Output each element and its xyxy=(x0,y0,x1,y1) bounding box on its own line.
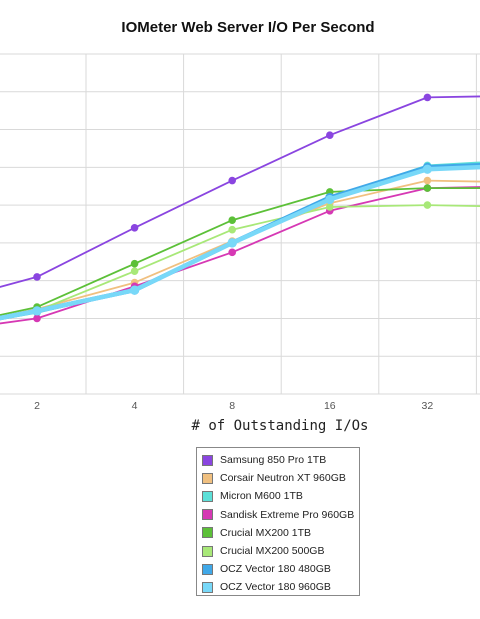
data-point xyxy=(422,164,432,174)
legend-label: Crucial MX200 1TB xyxy=(220,526,312,539)
series xyxy=(0,164,480,321)
legend-item: Micron M600 1TB xyxy=(197,487,359,505)
data-point xyxy=(423,184,432,192)
data-point xyxy=(228,248,236,257)
series-line xyxy=(0,164,480,321)
line-chart: 2 4 8 16 32 xyxy=(0,53,480,410)
legend-swatch xyxy=(202,527,213,539)
series-line xyxy=(0,204,480,319)
x-tick-label: 2 xyxy=(34,400,40,410)
legend-swatch xyxy=(202,545,213,557)
legend-label: Crucial MX200 500GB xyxy=(220,545,325,558)
legend-swatch xyxy=(202,509,213,521)
legend-swatch xyxy=(202,563,213,575)
legend-item: Crucial MX200 1TB xyxy=(197,524,359,542)
legend-item: Sandisk Extreme Pro 960GB xyxy=(197,506,359,524)
x-tick-label: 4 xyxy=(132,400,138,410)
data-point xyxy=(130,267,139,276)
x-tick-labels: 2 4 8 16 32 xyxy=(34,400,433,410)
legend-label: Corsair Neutron XT 960GB xyxy=(220,472,346,485)
x-tick-label: 32 xyxy=(422,400,434,410)
data-point xyxy=(423,176,432,185)
legend-item: Samsung 850 Pro 1TB xyxy=(197,451,359,469)
data-point xyxy=(326,203,334,211)
data-point xyxy=(130,285,140,295)
data-point xyxy=(130,223,139,232)
legend-swatch xyxy=(202,472,213,484)
legend-item: Corsair Neutron XT 960GB xyxy=(197,469,359,487)
data-point xyxy=(228,225,236,234)
series xyxy=(0,184,480,316)
chart-title: IOMeter Web Server I/O Per Second xyxy=(121,19,375,36)
legend-label: Samsung 850 Pro 1TB xyxy=(220,454,327,467)
legend-label: OCZ Vector 180 960GB xyxy=(220,581,331,594)
series-layer xyxy=(0,93,480,325)
x-axis-label: # of Outstanding I/Os xyxy=(191,418,369,434)
x-tick-label: 16 xyxy=(324,400,336,410)
series xyxy=(0,201,480,319)
chart-grid xyxy=(0,53,480,395)
series xyxy=(0,93,480,288)
legend-label: OCZ Vector 180 480GB xyxy=(220,563,331,576)
data-point xyxy=(227,238,237,248)
series-line xyxy=(0,95,480,288)
data-point xyxy=(423,93,432,102)
legend-item: Crucial MX200 500GB xyxy=(197,542,359,560)
legend-label: Sandisk Extreme Pro 960GB xyxy=(220,508,355,521)
chart-legend: Samsung 850 Pro 1TB Corsair Neutron XT 96… xyxy=(196,447,360,596)
data-point xyxy=(33,273,41,281)
data-point xyxy=(326,131,334,140)
legend-swatch xyxy=(202,454,213,466)
data-point xyxy=(228,216,236,225)
series xyxy=(0,176,480,318)
legend-swatch xyxy=(202,581,213,593)
data-point xyxy=(130,259,139,268)
data-point xyxy=(325,194,335,205)
legend-swatch xyxy=(202,490,213,502)
legend-item: OCZ Vector 180 480GB xyxy=(197,560,359,578)
x-tick-label: 8 xyxy=(229,400,235,410)
data-point xyxy=(33,314,41,323)
data-point xyxy=(423,201,432,209)
data-point xyxy=(32,306,42,316)
legend-item: OCZ Vector 180 960GB xyxy=(197,578,359,596)
data-point xyxy=(228,176,236,185)
legend-label: Micron M600 1TB xyxy=(220,490,303,503)
